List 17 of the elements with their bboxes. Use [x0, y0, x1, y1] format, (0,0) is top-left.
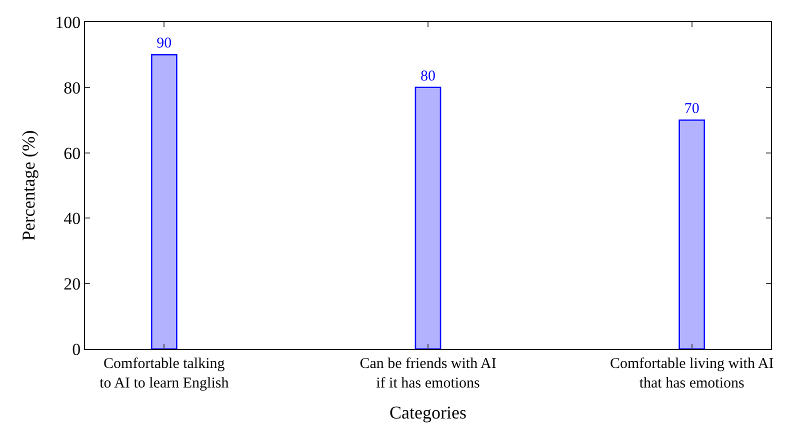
- y-tick-label: 0: [72, 340, 81, 359]
- y-tick-label: 40: [64, 209, 81, 228]
- y-tick-label: 60: [64, 144, 81, 163]
- y-tick-label: 80: [64, 78, 81, 98]
- y-tick-label: 100: [55, 12, 81, 32]
- bar: [678, 119, 706, 349]
- bar: [150, 54, 178, 349]
- x-axis-title: Categories: [390, 402, 466, 423]
- data-label: 70: [684, 101, 700, 118]
- x-tick-label: Comfortable talking to AI to learn English: [100, 356, 230, 392]
- data-label: 90: [156, 36, 172, 52]
- x-tick-label: Comfortable living with AI that has emotions: [610, 356, 774, 392]
- data-label: 80: [420, 68, 436, 84]
- y-axis-title: Percentage (%): [18, 130, 38, 241]
- y-tick-label: 20: [64, 274, 81, 294]
- bar: [414, 86, 442, 349]
- x-tick-label: Can be friends with AI if it has emotions: [360, 356, 496, 392]
